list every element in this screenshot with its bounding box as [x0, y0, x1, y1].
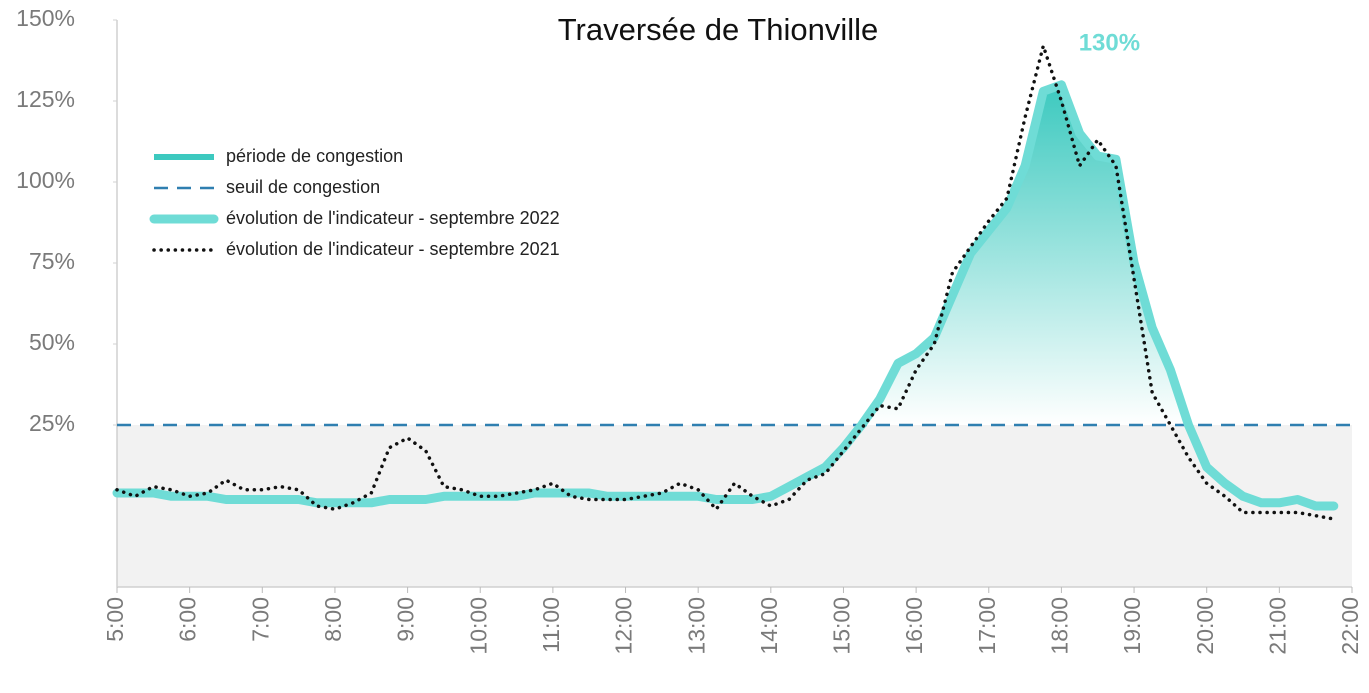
y-tick-label: 25% [29, 410, 75, 436]
below-threshold-zone [117, 425, 1352, 587]
x-tick-label: 19:00 [1119, 597, 1145, 655]
y-tick-label: 75% [29, 248, 75, 274]
peak-annotation: 130% [1079, 29, 1140, 56]
x-tick-label: 20:00 [1192, 597, 1218, 655]
x-tick-label: 16:00 [901, 597, 927, 655]
x-tick-label: 14:00 [756, 597, 782, 655]
x-tick-label: 12:00 [611, 597, 637, 655]
chart-title: Traversée de Thionville [558, 12, 879, 47]
x-tick-label: 17:00 [974, 597, 1000, 655]
x-tick-label: 22:00 [1337, 597, 1363, 655]
x-tick-label: 11:00 [538, 597, 564, 653]
x-tick-label: 18:00 [1046, 597, 1072, 655]
x-tick-label: 15:00 [829, 597, 855, 655]
legend-label: évolution de l'indicateur - septembre 20… [226, 239, 560, 259]
x-tick-label: 8:00 [320, 597, 346, 642]
x-tick-label: 13:00 [683, 597, 709, 655]
x-tick-label: 7:00 [247, 597, 273, 642]
y-tick-label: 100% [16, 167, 75, 193]
x-tick-label: 5:00 [102, 597, 128, 642]
legend-label: seuil de congestion [226, 177, 380, 197]
congestion-area [117, 84, 1334, 425]
y-tick-label: 150% [16, 5, 75, 31]
legend-label: période de congestion [226, 146, 403, 166]
x-tick-label: 9:00 [393, 597, 419, 642]
series-line [112, 80, 1339, 511]
x-tick-label: 6:00 [175, 597, 201, 642]
legend-label: évolution de l'indicateur - septembre 20… [226, 208, 560, 228]
x-tick-label: 21:00 [1264, 597, 1290, 655]
y-tick-label: 50% [29, 329, 75, 355]
y-tick-label: 125% [16, 86, 75, 112]
series-line [115, 39, 1336, 521]
x-tick-label: 10:00 [465, 597, 491, 655]
